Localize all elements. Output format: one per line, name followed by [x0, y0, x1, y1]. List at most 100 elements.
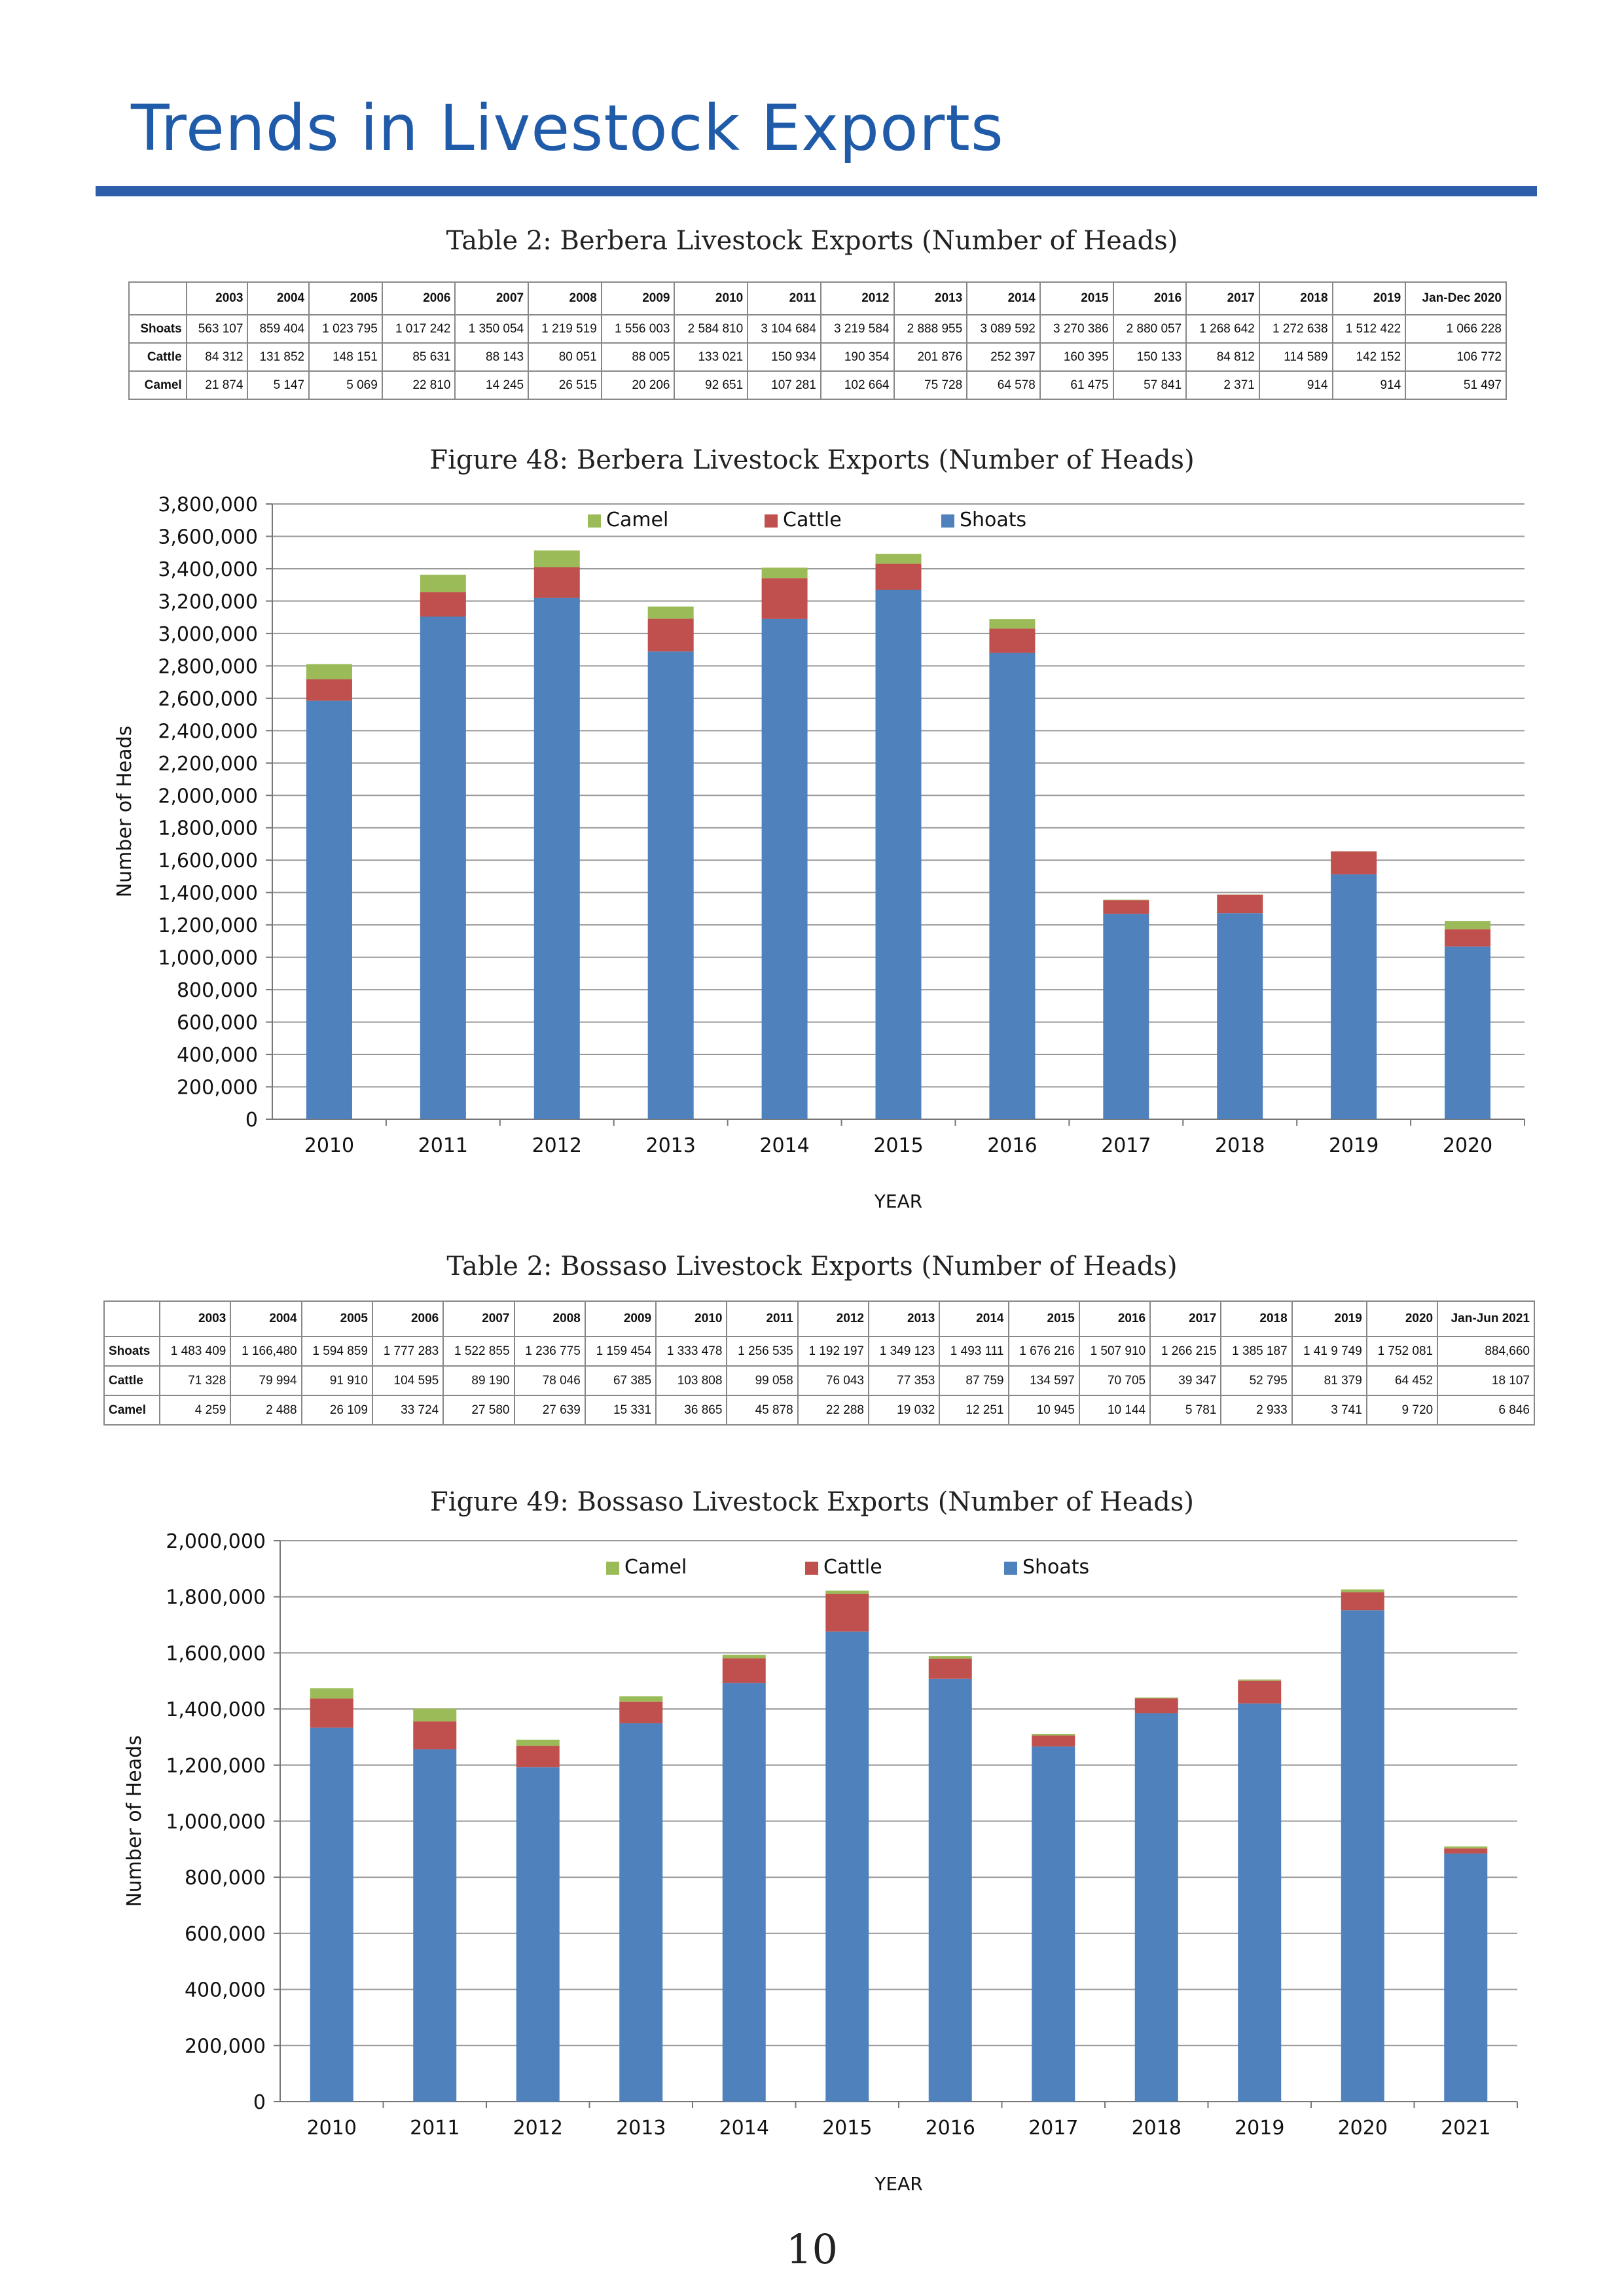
y-tick-label: 1,000,000	[158, 947, 258, 970]
bar-camel	[619, 1696, 663, 1702]
table-cell: 22 810	[381, 370, 456, 400]
table-cell: 10 945	[1007, 1395, 1080, 1426]
y-tick-label: 2,800,000	[158, 655, 258, 678]
table-cell: 33 724	[371, 1395, 444, 1426]
table-cell: 88 143	[454, 342, 530, 372]
y-tick-label: 600,000	[185, 1923, 266, 1946]
y-tick-label: 600,000	[177, 1012, 258, 1035]
table-cell: 1 556 003	[600, 314, 676, 344]
table-cell: 70 705	[1078, 1365, 1151, 1396]
table-cell: 148 151	[308, 342, 383, 372]
table-cell: 92 651	[674, 370, 749, 400]
column-header: 2016	[1112, 281, 1187, 315]
table-cell: 1 512 422	[1331, 314, 1407, 344]
table-cell: 10 144	[1078, 1395, 1151, 1426]
y-tick-label: 1,800,000	[158, 817, 258, 840]
table-cell: 1 166,480	[230, 1336, 302, 1367]
bar-shoats	[647, 651, 694, 1119]
y-tick-label: 0	[245, 1109, 258, 1132]
legend-swatch-cattle	[805, 1562, 818, 1575]
column-header: 2010	[655, 1300, 728, 1337]
bar-camel	[533, 550, 580, 567]
bar-shoats	[516, 1767, 560, 2102]
column-header: 2009	[584, 1300, 657, 1337]
bar-shoats	[1445, 946, 1491, 1119]
table-cell: 5 069	[308, 370, 383, 400]
table-cell: 1 333 478	[655, 1336, 728, 1367]
column-header: 2005	[300, 1300, 373, 1337]
column-header: 2014	[966, 281, 1041, 315]
y-tick-label: 3,200,000	[158, 590, 258, 613]
x-tick-label: 2018	[1215, 1134, 1265, 1157]
table-cell: 563 107	[185, 314, 249, 344]
bar-camel	[1341, 1589, 1384, 1592]
table-cell: 1 023 795	[308, 314, 383, 344]
y-tick-label: 1,200,000	[158, 914, 258, 937]
row-label: Camel	[128, 370, 187, 400]
figure-49-caption: Figure 49: Bossaso Livestock Exports (Nu…	[430, 1487, 1194, 1517]
bar-cattle	[533, 567, 580, 598]
table-cell: 884,660	[1437, 1336, 1535, 1367]
bar-shoats	[1444, 1853, 1488, 2102]
table-cell: 64 578	[966, 370, 1041, 400]
table-cell: 5 147	[247, 370, 310, 400]
corner-cell	[103, 1300, 161, 1337]
bar-shoats	[761, 619, 808, 1119]
legend-label-cattle: Cattle	[783, 509, 842, 531]
table-cell: 36 865	[655, 1395, 728, 1426]
table-cell: 1 272 638	[1258, 314, 1333, 344]
column-header: 2005	[308, 281, 383, 315]
table-cell: 89 190	[442, 1365, 515, 1396]
corner-cell	[128, 281, 187, 315]
table-cell: 131 852	[247, 342, 310, 372]
table-cell: 104 595	[371, 1365, 444, 1396]
table-row: Shoats 1 483 409 1 166,480 1 594 859 1 777 2…	[103, 1336, 1535, 1367]
table-cell: 67 385	[584, 1365, 657, 1396]
table-cell: 1 017 242	[381, 314, 456, 344]
bar-camel	[413, 1708, 457, 1722]
table-cell: 79 994	[230, 1365, 302, 1396]
table-cell: 1 385 187	[1220, 1336, 1293, 1367]
bar-shoats	[722, 1683, 766, 2102]
column-header: 2011	[747, 281, 821, 315]
table-cell: 26 109	[300, 1395, 373, 1426]
table-cell: 914	[1258, 370, 1333, 400]
table-cell: 1 268 642	[1185, 314, 1260, 344]
x-tick-label: 2020	[1338, 2117, 1388, 2140]
y-tick-label: 2,400,000	[158, 720, 258, 743]
y-tick-label: 2,000,000	[166, 1530, 266, 1553]
bar-camel	[1032, 1734, 1075, 1736]
y-tick-label: 1,400,000	[158, 882, 258, 905]
table-cell: 2 880 057	[1112, 314, 1187, 344]
table-cell: 51 497	[1405, 370, 1507, 400]
bar-cattle	[1103, 900, 1149, 914]
column-header: 2019	[1331, 281, 1407, 315]
x-tick-label: 2013	[646, 1134, 696, 1157]
y-tick-label: 2,000,000	[158, 785, 258, 808]
bar-cattle	[413, 1721, 457, 1749]
table-row: Cattle 84 312 131 852 148 151 85 631 88 143 80…	[128, 342, 1507, 372]
table-cell: 87 759	[939, 1365, 1009, 1396]
table-cell: 99 058	[726, 1365, 799, 1396]
column-header: 2018	[1220, 1300, 1293, 1337]
x-tick-label: 2018	[1132, 2117, 1182, 2140]
legend-label-shoats: Shoats	[960, 509, 1026, 531]
column-header: 2020	[1365, 1300, 1439, 1337]
table-cell: 6 846	[1437, 1395, 1535, 1426]
table-cell: 88 005	[600, 342, 676, 372]
bar-shoats	[1134, 1713, 1178, 2102]
berbera-exports-chart: 0 200,000 400,000 600,000 800,000 1,000,000 1,…	[113, 493, 1525, 1212]
table-cell: 3 089 592	[966, 314, 1041, 344]
bar-shoats	[1103, 914, 1149, 1119]
table-cell: 18 107	[1437, 1365, 1535, 1396]
column-header: Jan-Dec 2020	[1405, 281, 1507, 315]
bossaso-exports-table: 2003 2004 2005 2006 2007 2008 2009 2010 2011 2012…	[103, 1300, 1535, 1426]
y-tick-label: 400,000	[185, 1979, 266, 2002]
y-tick-label: 400,000	[177, 1044, 258, 1067]
legend-swatch-shoats	[1004, 1562, 1017, 1575]
table-cell: 114 589	[1258, 342, 1333, 372]
y-tick-label: 1,600,000	[166, 1642, 266, 1665]
x-tick-label: 2010	[307, 2117, 357, 2140]
table-cell: 2 371	[1185, 370, 1260, 400]
table-cell: 142 152	[1331, 342, 1407, 372]
